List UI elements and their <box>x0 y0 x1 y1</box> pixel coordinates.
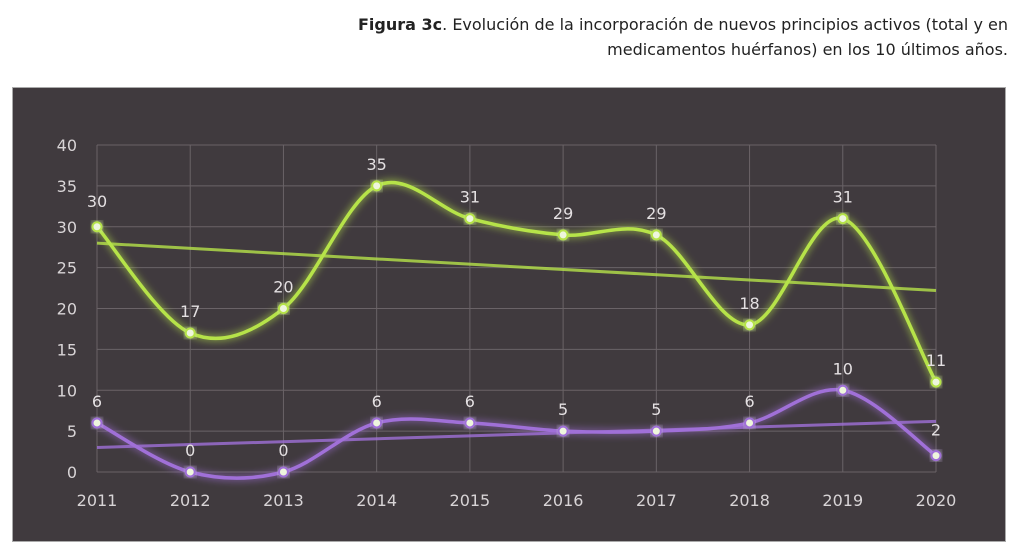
data-label: 31 <box>833 188 853 207</box>
y-tick-label: 40 <box>57 136 77 155</box>
data-point <box>464 213 476 225</box>
data-point <box>930 450 942 462</box>
data-point <box>930 376 942 388</box>
x-tick-label: 2013 <box>263 491 304 510</box>
data-point <box>557 425 569 437</box>
chart-panel: 0 5 10 15 20 25 30 35 40 2011 2012 2013 2014 2015 2016… <box>12 87 1006 542</box>
data-label: 31 <box>460 188 480 207</box>
y-tick-label: 35 <box>57 177 77 196</box>
y-tick-label: 30 <box>57 218 77 237</box>
data-label: 10 <box>833 359 853 378</box>
y-tick-label: 10 <box>57 381 77 400</box>
figure-caption: Figura 3c. Evolución de la incorporación… <box>308 12 1008 62</box>
caption-text: . Evolución de la incorporación de nuevo… <box>442 15 1008 59</box>
data-label: 29 <box>646 204 666 223</box>
data-point <box>277 303 289 314</box>
caption-label: Figura 3c <box>358 15 443 34</box>
y-tick-label: 15 <box>57 340 77 359</box>
x-tick-label: 2014 <box>356 491 397 510</box>
data-label: 11 <box>926 351 946 370</box>
data-label: 29 <box>553 204 573 223</box>
data-point <box>837 384 849 396</box>
x-tick-label: 2017 <box>636 491 677 510</box>
data-label: 17 <box>180 302 200 321</box>
x-tick-label: 2019 <box>822 491 863 510</box>
data-point <box>837 213 849 225</box>
data-point <box>184 466 196 478</box>
y-tick-label: 5 <box>67 422 77 441</box>
trendline <box>96 241 937 293</box>
data-point <box>650 425 662 437</box>
data-point <box>650 229 662 241</box>
x-tick-label: 2020 <box>916 491 957 510</box>
data-point <box>277 466 289 478</box>
x-tick-label: 2018 <box>729 491 770 510</box>
trendline <box>96 419 937 449</box>
data-point <box>744 319 756 331</box>
data-label: 35 <box>366 155 386 174</box>
y-tick-label: 0 <box>67 463 77 482</box>
y-tick-label: 20 <box>57 300 77 319</box>
data-label: 6 <box>465 392 475 411</box>
data-point <box>371 417 383 429</box>
data-label: 6 <box>92 392 102 411</box>
data-point <box>91 221 103 233</box>
data-label: 5 <box>651 400 661 419</box>
data-label: 6 <box>372 392 382 411</box>
data-label: 0 <box>278 441 288 460</box>
series-line <box>96 387 938 480</box>
x-tick-label: 2015 <box>450 491 491 510</box>
data-label: 20 <box>273 278 293 297</box>
data-point <box>184 327 196 339</box>
x-tick-label: 2016 <box>543 491 584 510</box>
data-label: 0 <box>185 441 195 460</box>
data-label: 18 <box>739 294 759 313</box>
y-tick-label: 25 <box>57 259 77 278</box>
data-label: 6 <box>744 392 754 411</box>
data-point <box>371 180 383 192</box>
data-point <box>91 417 103 429</box>
x-tick-label: 2012 <box>170 491 211 510</box>
data-label: 5 <box>558 400 568 419</box>
data-point <box>464 417 476 429</box>
series-line <box>95 180 938 383</box>
data-label: 30 <box>87 192 107 211</box>
data-point <box>557 229 569 241</box>
data-point <box>744 417 756 429</box>
data-label: 2 <box>931 421 941 440</box>
x-tick-label: 2011 <box>77 491 118 510</box>
